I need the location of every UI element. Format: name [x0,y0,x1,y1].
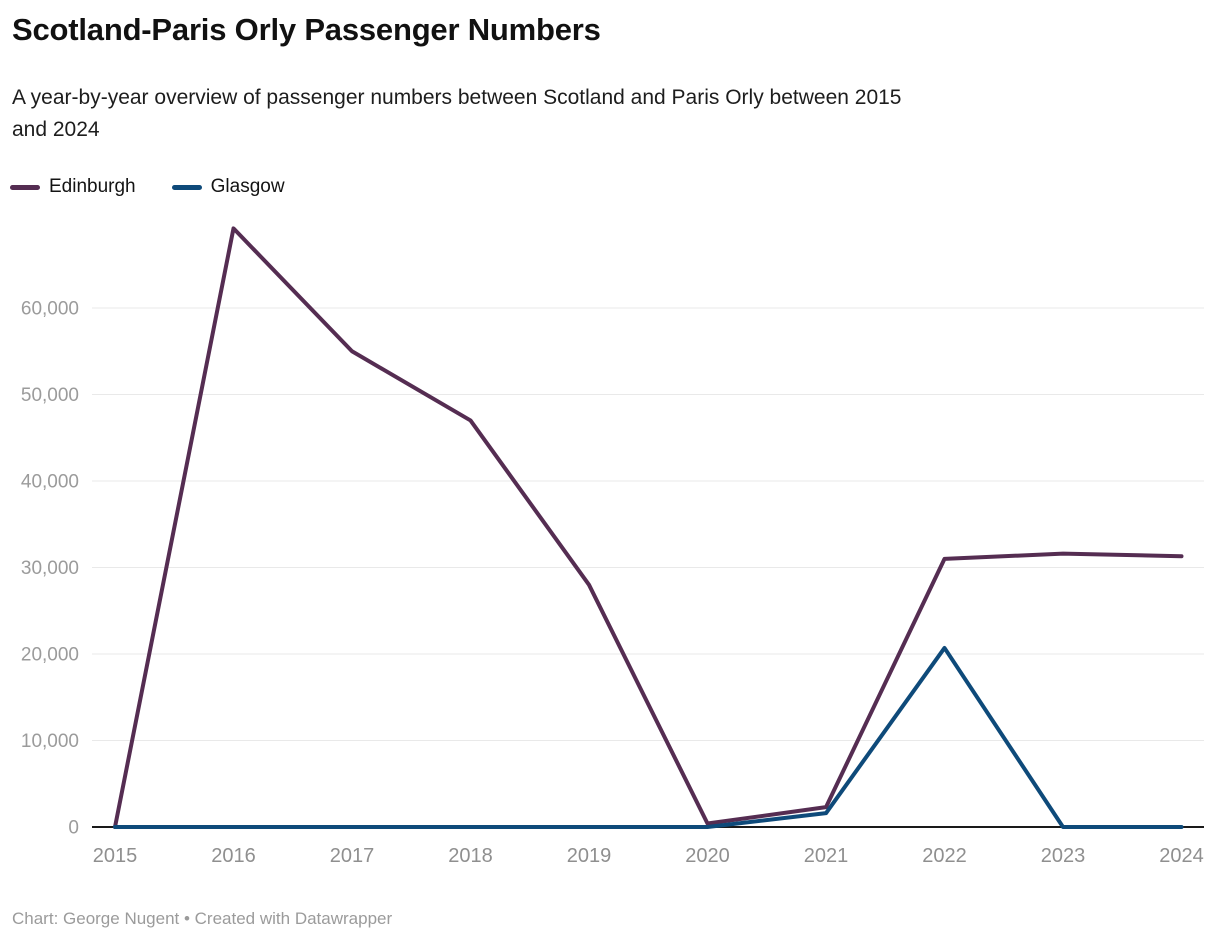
x-tick-label: 2019 [567,845,612,867]
legend-label-edinburgh: Edinburgh [49,176,136,197]
series-line-glasgow [113,645,1184,829]
x-tick-label: 2017 [330,845,375,867]
y-tick-label: 50,000 [21,385,79,406]
x-tick-label: 2020 [685,845,730,867]
x-tick-label: 2021 [804,845,849,867]
y-tick-label: 60,000 [21,299,79,320]
y-tick-label: 10,000 [21,731,79,752]
y-tick-label: 20,000 [21,645,79,666]
series-line-edinburgh [113,226,1184,829]
x-tick-label: 2022 [922,845,967,867]
x-tick-label: 2016 [211,845,256,867]
legend-label-glasgow: Glasgow [210,176,285,197]
x-tick-label: 2018 [448,845,493,867]
legend-item-glasgow: Glasgow [171,176,285,198]
chart-credit: Chart: George Nugent • Created with Data… [12,909,393,928]
edinburgh-line-swatch-icon [10,184,40,190]
subtitle-line-1: A year-by-year overview of passenger num… [12,86,902,109]
y-tick-label: 30,000 [21,558,79,579]
y-tick-label: 40,000 [21,472,79,493]
y-tick-label: 0 [68,818,79,839]
page-title: Scotland-Paris Orly Passenger Numbers [12,12,601,47]
legend-item-edinburgh: Edinburgh [10,176,136,198]
subtitle-line-2: and 2024 [12,118,100,141]
x-tick-label: 2023 [1041,845,1086,867]
glasgow-line-swatch-icon [171,184,202,190]
chart-legend: Edinburgh Glasgow [10,176,285,198]
x-tick-label: 2024 [1159,845,1204,867]
x-tick-label: 2015 [93,845,138,867]
chart-subtitle: A year-by-year overview of passenger num… [12,82,902,146]
